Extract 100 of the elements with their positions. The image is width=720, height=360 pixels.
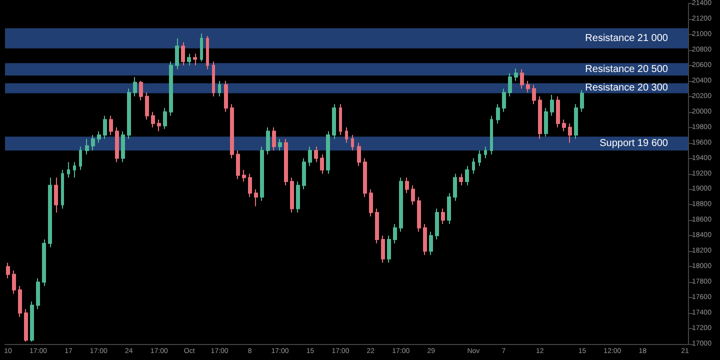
candlestick [218,80,221,97]
candlestick [363,158,367,198]
candlestick [520,68,524,90]
candlestick [248,173,252,198]
candlestick [145,92,149,120]
candlestick [169,61,173,116]
candlestick [115,126,119,163]
candlestick [61,169,64,210]
candlestick [351,134,354,152]
candlestick [320,154,324,174]
candlestick [478,150,481,167]
candlestick [417,196,421,232]
band-label: Resistance 20 300 [585,82,668,94]
candlestick [399,177,403,232]
band-label: Resistance 21 000 [585,32,668,44]
candlestick [242,169,246,182]
candlestick [260,146,264,202]
candlestick [490,115,493,155]
candlestick [339,104,342,136]
candlestick [121,130,125,163]
candlestick [97,130,101,144]
candlestick [326,130,330,174]
candlestick [18,285,22,318]
candlestick [302,158,306,190]
candlestick [109,115,113,136]
candlestick [133,76,137,97]
candlestick [550,94,554,116]
candlestick [254,188,258,207]
candlestick [532,84,536,105]
candlestick [502,88,506,112]
candlestick [139,80,143,101]
candlestick [381,235,385,264]
candlestick [484,146,487,159]
candlestick [266,126,270,155]
candlestick [193,53,197,66]
candlestick [562,119,566,132]
candlestick [73,162,76,178]
candlestick [580,90,584,112]
candlestick [230,104,234,159]
candlestick [224,80,228,112]
candlestick [200,33,203,62]
candlestick [453,173,457,202]
candlestick [369,188,373,217]
candlestick [538,96,542,140]
candlestick [526,80,530,93]
candlestick [272,126,276,152]
candlestick [472,158,475,174]
candlestick [423,224,427,256]
candlestick [54,177,58,213]
candlestick [556,96,560,128]
candlestick [387,235,391,264]
band-label: Support 19 600 [600,138,668,150]
candlestick [308,146,312,167]
band-label: Resistance 20 500 [585,64,668,75]
candlestick [296,180,300,213]
candlestick [332,104,336,140]
candlestick [181,42,185,66]
candlestick [103,115,107,140]
candlestick [278,138,282,152]
candlestick [163,107,167,130]
candlestick [393,224,397,244]
candlestick [465,166,469,186]
candlestick [411,184,415,206]
candlestick [36,278,40,310]
candlestick [314,146,318,163]
candlestick [435,208,439,240]
candlestick [6,262,10,279]
candlestick [345,126,348,144]
candlestick [187,53,191,66]
candlestick [67,162,70,178]
candlestick [157,119,161,132]
candlestick [91,134,95,152]
candlestick [212,61,215,97]
candlestick [284,138,288,186]
candlestick [206,36,209,70]
candlestick [574,104,578,140]
candlestick [459,173,463,186]
candlestick [79,146,82,170]
candlestick [236,150,240,180]
candlestick [447,192,451,225]
candlestick [405,177,409,194]
candlestick [24,308,28,342]
candlestick [508,72,512,97]
candlestick [357,142,361,167]
candlestick [12,270,16,294]
candlestick [568,122,572,144]
candlestick [42,239,46,286]
candlestick [429,231,433,256]
candlestick [48,177,52,248]
candlestick [85,138,89,155]
candlestick [175,38,179,70]
candlestick [375,208,379,244]
candlestick [514,68,518,82]
candlestick [290,177,294,213]
candlestick [127,88,131,140]
candlestick [496,104,500,124]
candlestick [441,208,445,225]
candlestick [151,111,155,128]
candlestick [544,107,548,138]
candlestick [30,300,34,342]
